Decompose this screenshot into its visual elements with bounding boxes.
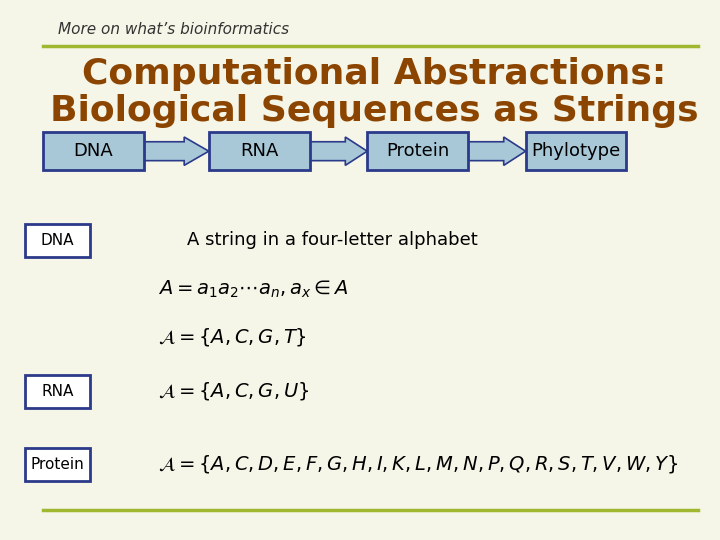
Text: Protein: Protein	[31, 457, 84, 472]
Text: $\mathcal{A} = \{A, C, G, U\}$: $\mathcal{A} = \{A, C, G, U\}$	[158, 381, 310, 402]
FancyArrow shape	[144, 137, 209, 165]
Text: $\mathcal{A} = \{A, C, D, E, F, G, H, I, K, L, M, N, P, Q, R, S, T, V, W, Y\}$: $\mathcal{A} = \{A, C, D, E, F, G, H, I,…	[158, 454, 679, 475]
Text: Phylotype: Phylotype	[531, 142, 621, 160]
Text: $A = a_1 a_2 \cdots a_n, a_x \in A$: $A = a_1 a_2 \cdots a_n, a_x \in A$	[158, 278, 349, 300]
Text: $\mathcal{A} = \{A, C, G, T\}$: $\mathcal{A} = \{A, C, G, T\}$	[158, 327, 307, 348]
Text: DNA: DNA	[73, 142, 114, 160]
Text: Protein: Protein	[386, 142, 449, 160]
Text: Biological Sequences as Strings: Biological Sequences as Strings	[50, 94, 698, 129]
Text: RNA: RNA	[240, 142, 279, 160]
Text: A string in a four-letter alphabet: A string in a four-letter alphabet	[187, 231, 478, 249]
Text: RNA: RNA	[42, 384, 73, 399]
FancyBboxPatch shape	[25, 224, 90, 256]
FancyBboxPatch shape	[25, 448, 90, 481]
FancyArrow shape	[310, 137, 367, 165]
FancyBboxPatch shape	[367, 132, 468, 170]
Text: Computational Abstractions:: Computational Abstractions:	[82, 57, 667, 91]
FancyBboxPatch shape	[25, 375, 90, 408]
FancyBboxPatch shape	[209, 132, 310, 170]
FancyBboxPatch shape	[526, 132, 626, 170]
Text: More on what’s bioinformatics: More on what’s bioinformatics	[58, 22, 289, 37]
FancyArrow shape	[468, 137, 526, 165]
FancyBboxPatch shape	[43, 132, 144, 170]
Text: DNA: DNA	[41, 233, 74, 248]
